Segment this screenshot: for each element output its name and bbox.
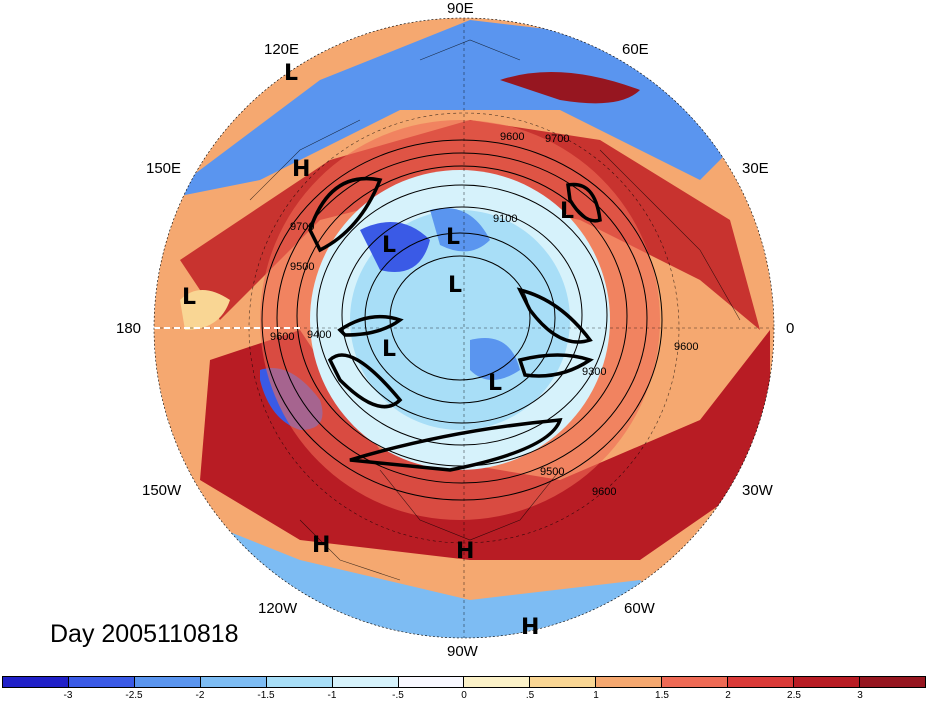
- colorbar-tick-label: 1: [593, 690, 599, 701]
- contour-label: 9500: [290, 261, 314, 273]
- pressure-center: L: [382, 233, 396, 258]
- contour-label: 9600: [270, 331, 294, 343]
- pressure-center: L: [284, 61, 298, 86]
- pressure-center: L: [446, 225, 460, 250]
- lon-label-60w: 60W: [624, 600, 655, 617]
- lon-label-120w: 120W: [258, 600, 298, 617]
- pressure-center: H: [521, 615, 539, 640]
- lon-label-30e: 30E: [742, 160, 769, 177]
- colorbar-swatch: [134, 677, 201, 687]
- pressure-center: H: [292, 157, 310, 182]
- contour-label: 9300: [582, 366, 606, 378]
- colorbar-tick-label: 2: [725, 690, 731, 701]
- contour-label: 9600: [592, 486, 616, 498]
- colorbar-tick-label: 0: [461, 690, 467, 701]
- lon-label-30w: 30W: [742, 482, 773, 499]
- contour-label: 9400: [307, 329, 331, 341]
- colorbar-tick-label: .5: [525, 690, 535, 701]
- contour-labels: 9600 9700 9100 9500 9400 9300 9700 9500 …: [270, 131, 698, 498]
- colorbar-swatch: [794, 677, 860, 687]
- colorbar-tick-label: 3: [857, 690, 863, 701]
- colorbar-swatch: [3, 677, 69, 687]
- colorbar-tick-label: -3: [63, 690, 73, 701]
- contour-label: 9600: [674, 341, 698, 353]
- colorbar-swatch: [332, 677, 399, 687]
- lon-label-180: 180: [116, 320, 142, 337]
- contour-label: 9700: [290, 221, 314, 233]
- colorbar-tick-label: 2.5: [787, 690, 801, 701]
- lon-label-120e: 120E: [264, 41, 300, 58]
- contour-label: 9100: [493, 213, 517, 225]
- lon-label-60e: 60E: [622, 41, 649, 58]
- pressure-center: L: [382, 337, 396, 362]
- colorbar-tick-label: -1.5: [257, 690, 275, 701]
- colorbar-tick-label: -.5: [392, 690, 404, 701]
- colorbar-tick-label: -2.5: [125, 690, 143, 701]
- pressure-center: L: [560, 199, 574, 224]
- map-title: Day 2005110818: [50, 620, 239, 648]
- contour-label: 9600: [500, 131, 524, 143]
- pressure-center: H: [456, 539, 474, 564]
- pressure-center: L: [448, 273, 462, 298]
- colorbar-swatch: [68, 677, 135, 687]
- colorbar-swatch: [530, 677, 597, 687]
- colorbar: [2, 676, 926, 688]
- contour-label: 9500: [540, 466, 564, 478]
- colorbar-swatch: [200, 677, 267, 687]
- colorbar-swatch: [398, 677, 465, 687]
- colorbar-swatch: [662, 677, 729, 687]
- pressure-centers: L H L L L L L L L H H H: [182, 61, 574, 640]
- pressure-center: L: [488, 371, 502, 396]
- colorbar-tick-label: -2: [195, 690, 205, 701]
- colorbar-swatch: [728, 677, 795, 687]
- pressure-center: L: [182, 285, 196, 310]
- colorbar-swatch: [266, 677, 333, 687]
- contour-label: 9700: [545, 133, 569, 145]
- colorbar-tick-label: 1.5: [655, 690, 669, 701]
- lon-label-0: 0: [786, 320, 795, 337]
- lon-label-90w: 90W: [447, 643, 478, 660]
- colorbar-tick-label: -1: [327, 690, 337, 701]
- pressure-center: H: [312, 533, 330, 558]
- colorbar-swatch: [464, 677, 531, 687]
- lon-label-150e: 150E: [146, 160, 182, 177]
- anomaly-field: [154, 18, 774, 638]
- colorbar-swatch: [596, 677, 663, 687]
- colorbar-swatch: [859, 677, 925, 687]
- lon-label-150w: 150W: [142, 482, 182, 499]
- lon-label-90e: 90E: [447, 0, 474, 17]
